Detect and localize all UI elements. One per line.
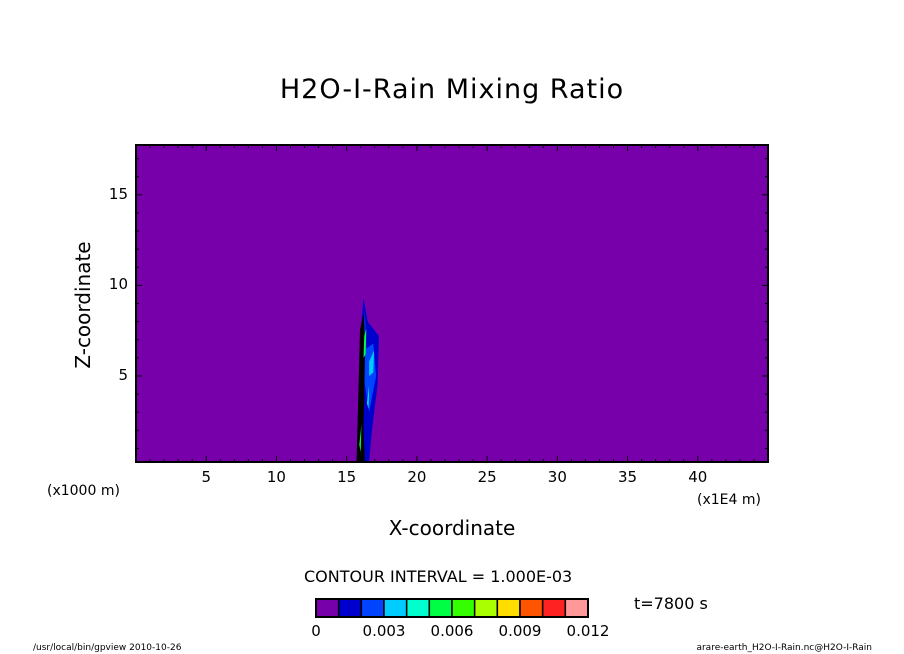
colorbar-swatch: [519, 598, 544, 618]
colorbar-swatch: [360, 598, 385, 618]
x-tick-label: 10: [266, 468, 286, 486]
colorbar-swatch: [337, 598, 363, 618]
colorbar-label: 0: [311, 622, 321, 640]
colorbar-swatch: [405, 598, 431, 618]
contour-level-3: [369, 350, 375, 376]
colorbar-label: 0.006: [430, 622, 474, 640]
x-tick-label: 5: [201, 468, 211, 486]
y-axis-label: Z-coordinate: [71, 241, 95, 369]
colorbar-swatch: [496, 598, 521, 618]
contour-level-4: [367, 385, 370, 409]
colorbar-swatch: [541, 598, 567, 618]
y-tick-label: 10: [108, 275, 128, 294]
colorbar-label: 0.003: [362, 622, 406, 640]
x-tick-label: 20: [407, 468, 427, 486]
x-axis-label: X-coordinate: [388, 516, 516, 540]
colorbar-swatch: [315, 598, 340, 618]
time-label: t=7800 s: [634, 594, 708, 613]
x-tick-label: 35: [618, 468, 638, 486]
y-axis-unit: (x1000 m): [47, 483, 120, 499]
contour-lines-dense: [356, 312, 365, 462]
contour-interval-label: CONTOUR INTERVAL = 1.000E-03: [304, 567, 573, 586]
colorbar-frame: [315, 598, 589, 618]
x-axis-unit: (x1E4 m): [697, 492, 761, 508]
colorbar-swatch: [564, 598, 589, 618]
contour-level-5: [363, 328, 367, 358]
colorbar-swatch: [451, 598, 476, 618]
x-tick-label: 15: [337, 468, 357, 486]
colorbar-swatch: [428, 598, 453, 618]
contour-level-5: [359, 424, 362, 453]
y-tick-label: 15: [108, 184, 128, 203]
colorbar-label: 0.012: [566, 622, 610, 640]
x-tick-label: 40: [688, 468, 708, 486]
colorbar-label: 0.009: [498, 622, 542, 640]
footer-right: arare-earth_H2O-I-Rain.nc@H2O-I-Rain: [696, 643, 872, 653]
y-tick-label: 5: [118, 365, 128, 384]
footer-left: /usr/local/bin/gpview 2010-10-26: [33, 643, 182, 653]
chart-title: H2O-I-Rain Mixing Ratio: [279, 74, 625, 105]
x-tick-label: 30: [547, 468, 567, 486]
x-tick-label: 25: [477, 468, 497, 486]
colorbar-swatch: [473, 598, 499, 618]
plot-background-fill: [136, 145, 768, 462]
colorbar-swatch: [383, 598, 408, 618]
